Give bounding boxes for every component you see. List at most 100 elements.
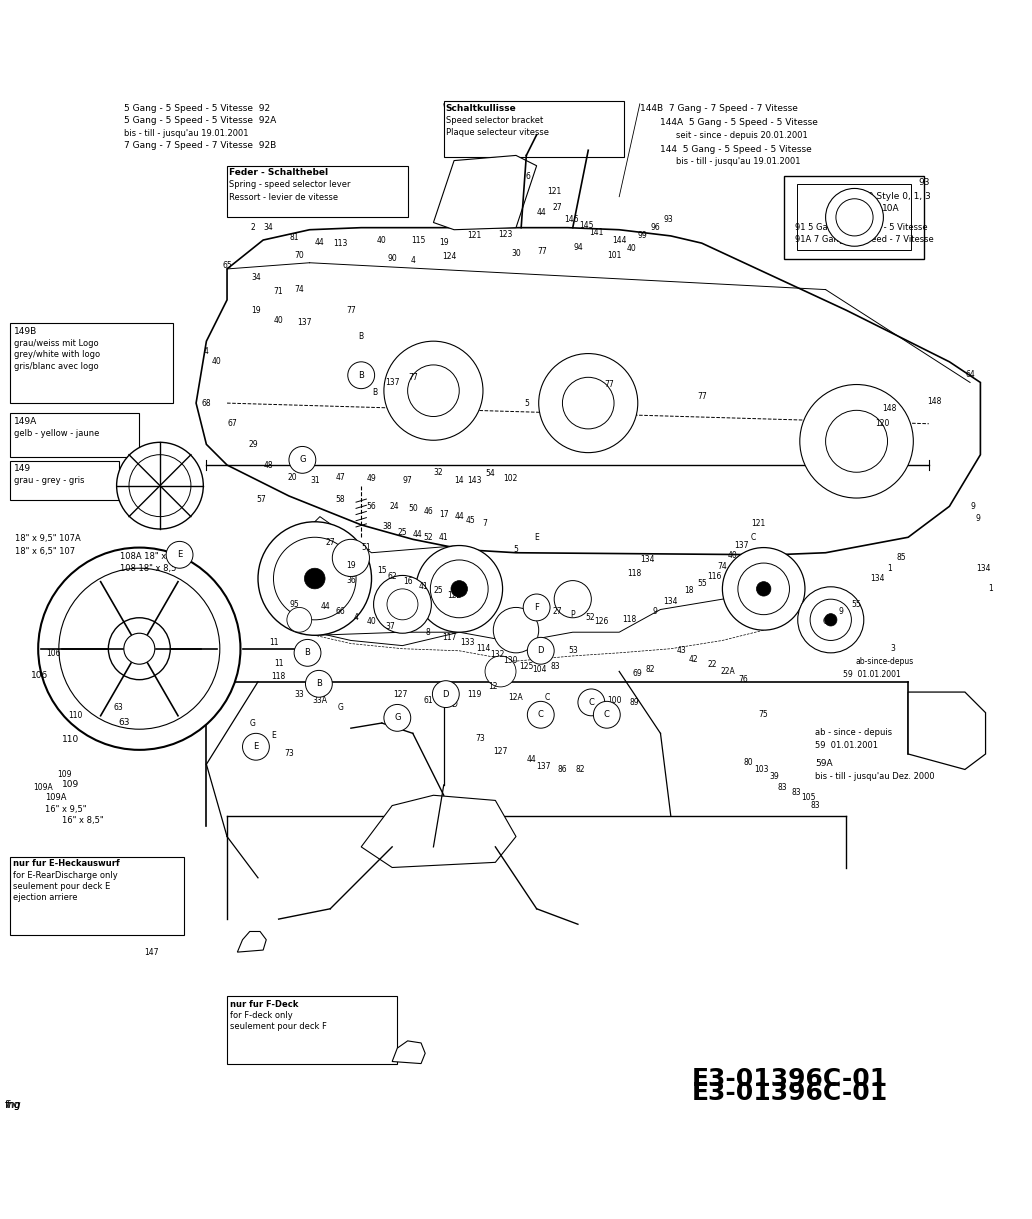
Text: 95: 95	[289, 600, 299, 608]
Text: 134: 134	[870, 574, 884, 583]
Text: D: D	[451, 700, 457, 709]
Text: C: C	[604, 711, 610, 719]
Text: 63: 63	[114, 703, 124, 712]
Text: 12A: 12A	[509, 692, 523, 702]
Text: 118: 118	[271, 672, 286, 681]
Text: 49: 49	[366, 474, 377, 483]
Text: 9: 9	[839, 607, 843, 616]
Circle shape	[430, 560, 488, 618]
Text: E: E	[535, 533, 539, 541]
Text: 77: 77	[537, 247, 547, 256]
Text: nur fur E-Heckauswurf: nur fur E-Heckauswurf	[13, 859, 120, 868]
Text: 33: 33	[294, 690, 304, 698]
Text: 137: 137	[734, 541, 748, 550]
Circle shape	[348, 362, 375, 389]
Text: 63: 63	[119, 718, 130, 727]
Text: 67: 67	[227, 419, 237, 428]
Text: 137: 137	[385, 378, 399, 386]
Text: 61: 61	[423, 696, 433, 705]
Circle shape	[384, 341, 483, 440]
Text: 82: 82	[575, 766, 585, 774]
Text: 62: 62	[387, 572, 397, 581]
Text: 44: 44	[454, 512, 464, 521]
Text: 132: 132	[490, 651, 505, 659]
Text: grau - grey - gris: grau - grey - gris	[14, 477, 85, 485]
Text: 4: 4	[354, 613, 358, 622]
Text: 148: 148	[927, 396, 941, 406]
Text: 4: 4	[411, 256, 415, 266]
Circle shape	[493, 607, 539, 653]
Text: seit - since - depuis 20.01.2001: seit - since - depuis 20.01.2001	[676, 130, 808, 140]
Text: 44: 44	[413, 530, 423, 539]
Text: 46: 46	[423, 507, 433, 516]
Text: F: F	[535, 605, 539, 614]
Text: 149: 149	[14, 464, 32, 473]
Text: E: E	[253, 742, 259, 751]
Text: fng: fng	[5, 1100, 21, 1111]
Text: 25: 25	[433, 586, 444, 595]
Text: 30: 30	[511, 249, 521, 258]
Text: 73: 73	[284, 750, 294, 758]
Text: seulement pour deck E: seulement pour deck E	[13, 883, 110, 891]
Text: 104: 104	[533, 664, 547, 674]
Circle shape	[59, 568, 220, 729]
Circle shape	[117, 442, 203, 529]
Text: 144B  7 Gang - 7 Speed - 7 Vitesse: 144B 7 Gang - 7 Speed - 7 Vitesse	[640, 104, 798, 113]
Circle shape	[129, 455, 191, 517]
Text: 11: 11	[273, 658, 284, 668]
Circle shape	[825, 613, 837, 627]
Circle shape	[451, 580, 467, 597]
Text: 71: 71	[273, 288, 284, 296]
Text: 109A: 109A	[45, 794, 67, 802]
Circle shape	[523, 594, 550, 620]
Text: 120: 120	[875, 419, 890, 428]
Text: 103: 103	[754, 766, 769, 774]
Circle shape	[273, 538, 356, 619]
Circle shape	[562, 378, 614, 429]
Text: 108A 18" x 9,5": 108A 18" x 9,5"	[120, 552, 186, 561]
Text: 89: 89	[630, 698, 640, 707]
Text: 33A: 33A	[313, 696, 327, 705]
Text: 68: 68	[201, 399, 212, 407]
Text: 34: 34	[263, 223, 273, 232]
Text: 5 Gang - 5 Speed - 5 Vitesse  92: 5 Gang - 5 Speed - 5 Vitesse 92	[124, 104, 270, 113]
Text: 31: 31	[310, 475, 320, 485]
Text: 146: 146	[565, 215, 579, 224]
Circle shape	[124, 633, 155, 664]
Text: 118: 118	[313, 675, 327, 684]
Text: 2: 2	[251, 223, 255, 232]
Text: 101: 101	[607, 251, 621, 260]
Polygon shape	[433, 155, 537, 229]
Text: 59A: 59A	[815, 759, 833, 768]
Text: 7 Gang - 7 Speed - 7 Vitesse  92B: 7 Gang - 7 Speed - 7 Vitesse 92B	[124, 141, 277, 150]
Text: gris/blanc avec logo: gris/blanc avec logo	[14, 362, 99, 371]
Circle shape	[810, 600, 851, 640]
Text: 91 5 Gang - 5 Speed - 5 Vitesse: 91 5 Gang - 5 Speed - 5 Vitesse	[795, 223, 928, 232]
Circle shape	[38, 547, 240, 750]
Polygon shape	[784, 176, 924, 258]
Text: fng: fng	[5, 1100, 21, 1109]
Text: E: E	[176, 550, 183, 560]
Text: 1: 1	[989, 584, 993, 594]
Text: 80: 80	[743, 758, 753, 767]
Text: 19: 19	[439, 238, 449, 246]
Text: 40: 40	[212, 357, 222, 367]
Text: 40: 40	[626, 244, 637, 252]
Text: 41: 41	[418, 583, 428, 591]
Text: 106: 106	[31, 672, 49, 680]
Circle shape	[289, 446, 316, 473]
Text: 51: 51	[361, 544, 372, 552]
Circle shape	[527, 701, 554, 728]
Text: 44: 44	[537, 207, 547, 217]
Text: 143: 143	[467, 475, 482, 485]
Text: 27: 27	[552, 202, 562, 212]
Text: F: F	[535, 603, 539, 612]
Text: 56: 56	[366, 502, 377, 511]
Text: Feder - Schalthebel: Feder - Schalthebel	[229, 168, 328, 177]
Text: 57: 57	[256, 495, 266, 503]
Text: 20: 20	[287, 473, 297, 482]
Text: 52: 52	[585, 613, 595, 622]
Text: 4: 4	[204, 347, 208, 356]
Text: 24: 24	[389, 502, 399, 511]
Text: 121: 121	[547, 187, 561, 196]
